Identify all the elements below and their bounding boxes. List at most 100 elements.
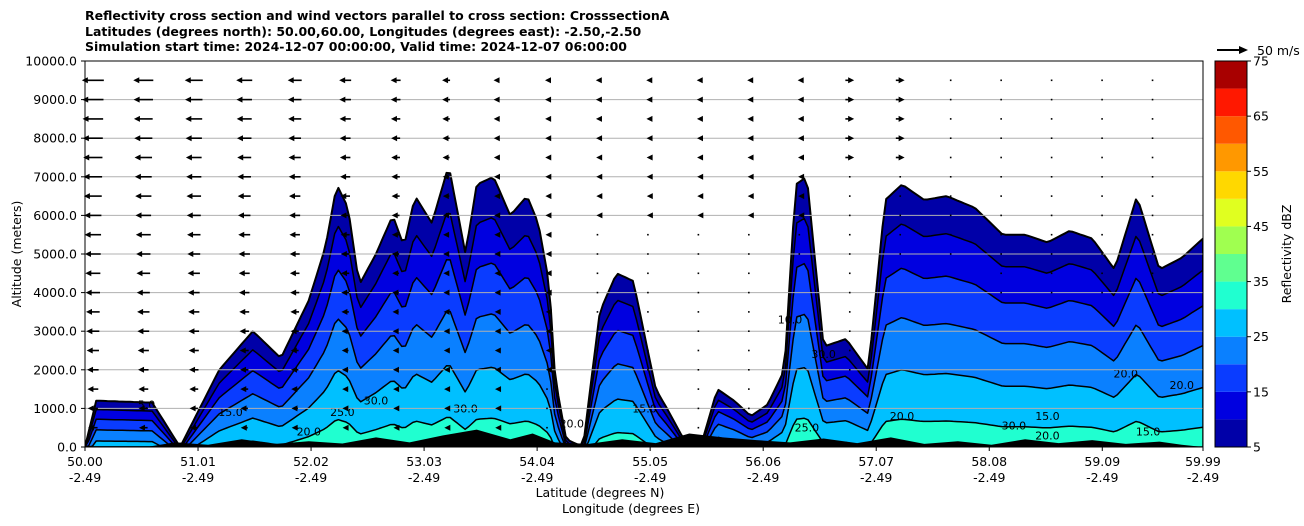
wind-vector bbox=[88, 424, 98, 431]
colorbar-swatch bbox=[1215, 226, 1247, 254]
wind-vector bbox=[696, 115, 703, 122]
plot-area: 5.0 15.0 20.0 25.0 30.0 30.0 20.0 15.0 25.0 30.0 2… bbox=[85, 171, 1203, 447]
gridlines bbox=[85, 99, 1203, 409]
wind-vector bbox=[134, 154, 153, 161]
wind-vector bbox=[899, 253, 902, 255]
wind-vector bbox=[646, 77, 653, 84]
wind-vector bbox=[1101, 272, 1103, 275]
wind-vector bbox=[1050, 98, 1053, 101]
y-tick-label: 5000.0 bbox=[33, 247, 77, 262]
colorbar-tick-label: 75 bbox=[1253, 54, 1269, 69]
wind-vector bbox=[895, 154, 905, 161]
wind-vector bbox=[697, 311, 700, 313]
wind-vector bbox=[895, 135, 905, 142]
colorbar-swatch bbox=[1215, 61, 1247, 89]
wind-vector bbox=[493, 135, 500, 142]
wind-vector bbox=[696, 77, 703, 84]
wind-vector bbox=[1050, 195, 1053, 197]
wind-vector bbox=[138, 424, 148, 431]
wind-vector bbox=[392, 347, 399, 354]
wind-vector bbox=[339, 115, 351, 122]
wind-vector bbox=[1000, 156, 1002, 159]
wind-vectors bbox=[81, 77, 1154, 431]
x-tick-label-longitude: -2.49 bbox=[295, 470, 327, 485]
wind-vector bbox=[747, 135, 754, 142]
wind-vector bbox=[1000, 118, 1002, 120]
wind-vector bbox=[646, 115, 653, 122]
colorbar-swatch bbox=[1215, 171, 1247, 199]
wind-vector bbox=[392, 366, 399, 373]
wind-vector bbox=[596, 173, 603, 180]
wind-vector bbox=[393, 386, 400, 393]
wind-vector bbox=[391, 231, 400, 238]
wind-vector bbox=[595, 96, 602, 103]
wind-vector bbox=[342, 405, 349, 412]
wind-vector bbox=[443, 308, 450, 315]
colorbar-swatch bbox=[1215, 364, 1247, 392]
contour-label: 25.0 bbox=[330, 406, 355, 419]
wind-vector bbox=[545, 251, 552, 257]
wind-vector bbox=[188, 347, 199, 354]
wind-vector bbox=[1000, 137, 1002, 139]
wind-vector bbox=[290, 366, 299, 373]
wind-vector bbox=[1050, 137, 1053, 139]
wind-vector bbox=[187, 231, 201, 238]
wind-vector bbox=[697, 330, 700, 332]
x-tick-label-longitude: -2.49 bbox=[69, 470, 101, 485]
wind-vector bbox=[949, 214, 952, 217]
wind-vector bbox=[494, 193, 501, 200]
wind-vector bbox=[391, 135, 401, 142]
y-tick-label: 4000.0 bbox=[33, 285, 77, 300]
y-tick-label: 10000.0 bbox=[25, 54, 77, 69]
wind-vector bbox=[289, 212, 301, 219]
colorbar-swatch bbox=[1215, 419, 1247, 447]
wind-vector bbox=[86, 347, 99, 354]
wind-vector bbox=[647, 253, 649, 255]
wind-vector bbox=[1000, 98, 1002, 101]
wind-vector bbox=[187, 289, 200, 296]
title-line-3: Simulation start time: 2024-12-07 00:00:… bbox=[85, 39, 627, 54]
wind-vector bbox=[895, 115, 905, 122]
wind-vector bbox=[1101, 195, 1103, 197]
wind-vector bbox=[442, 96, 450, 103]
contour-label: 25.0 bbox=[795, 422, 820, 435]
y-tick-label: 8000.0 bbox=[33, 131, 77, 146]
x-tick-label-latitude: 58.08 bbox=[971, 454, 1007, 469]
wind-vector bbox=[596, 135, 603, 142]
x-tick-label-latitude: 59.09 bbox=[1084, 454, 1120, 469]
wind-vector bbox=[848, 330, 851, 332]
wind-vector bbox=[949, 233, 952, 236]
wind-vector bbox=[443, 289, 450, 296]
wind-vector bbox=[237, 173, 251, 180]
wind-vector bbox=[443, 347, 450, 354]
wind-vector bbox=[392, 270, 400, 277]
wind-vector bbox=[340, 251, 350, 257]
wind-vector bbox=[289, 231, 300, 238]
wind-vector bbox=[342, 386, 349, 393]
wind-vector bbox=[189, 424, 198, 431]
wind-vector bbox=[1101, 156, 1103, 159]
wind-vector bbox=[341, 366, 349, 373]
wind-vector bbox=[596, 154, 603, 161]
x-tick-label-longitude: -2.49 bbox=[860, 470, 892, 485]
wind-vector bbox=[646, 135, 653, 142]
x-tick-label-longitude: -2.49 bbox=[408, 470, 440, 485]
wind-vector bbox=[442, 193, 450, 200]
wind-vector bbox=[189, 405, 198, 412]
wind-vector bbox=[390, 96, 401, 103]
colorbar-tick-label: 65 bbox=[1253, 109, 1269, 124]
wind-vector bbox=[443, 366, 450, 373]
wind-vector bbox=[187, 251, 201, 257]
wind-vector bbox=[949, 156, 952, 159]
y-tick-label: 6000.0 bbox=[33, 208, 77, 223]
contour-label: 20.0 bbox=[297, 425, 322, 438]
wind-vector bbox=[545, 115, 552, 122]
wind-vector bbox=[748, 349, 750, 352]
wind-vector bbox=[1050, 233, 1053, 236]
wind-vector bbox=[748, 311, 750, 313]
wind-vector bbox=[186, 212, 201, 219]
wind-vector bbox=[1101, 98, 1103, 101]
wind-vector bbox=[1000, 195, 1002, 197]
wind-vector bbox=[494, 308, 501, 315]
wind-vector bbox=[493, 96, 500, 103]
